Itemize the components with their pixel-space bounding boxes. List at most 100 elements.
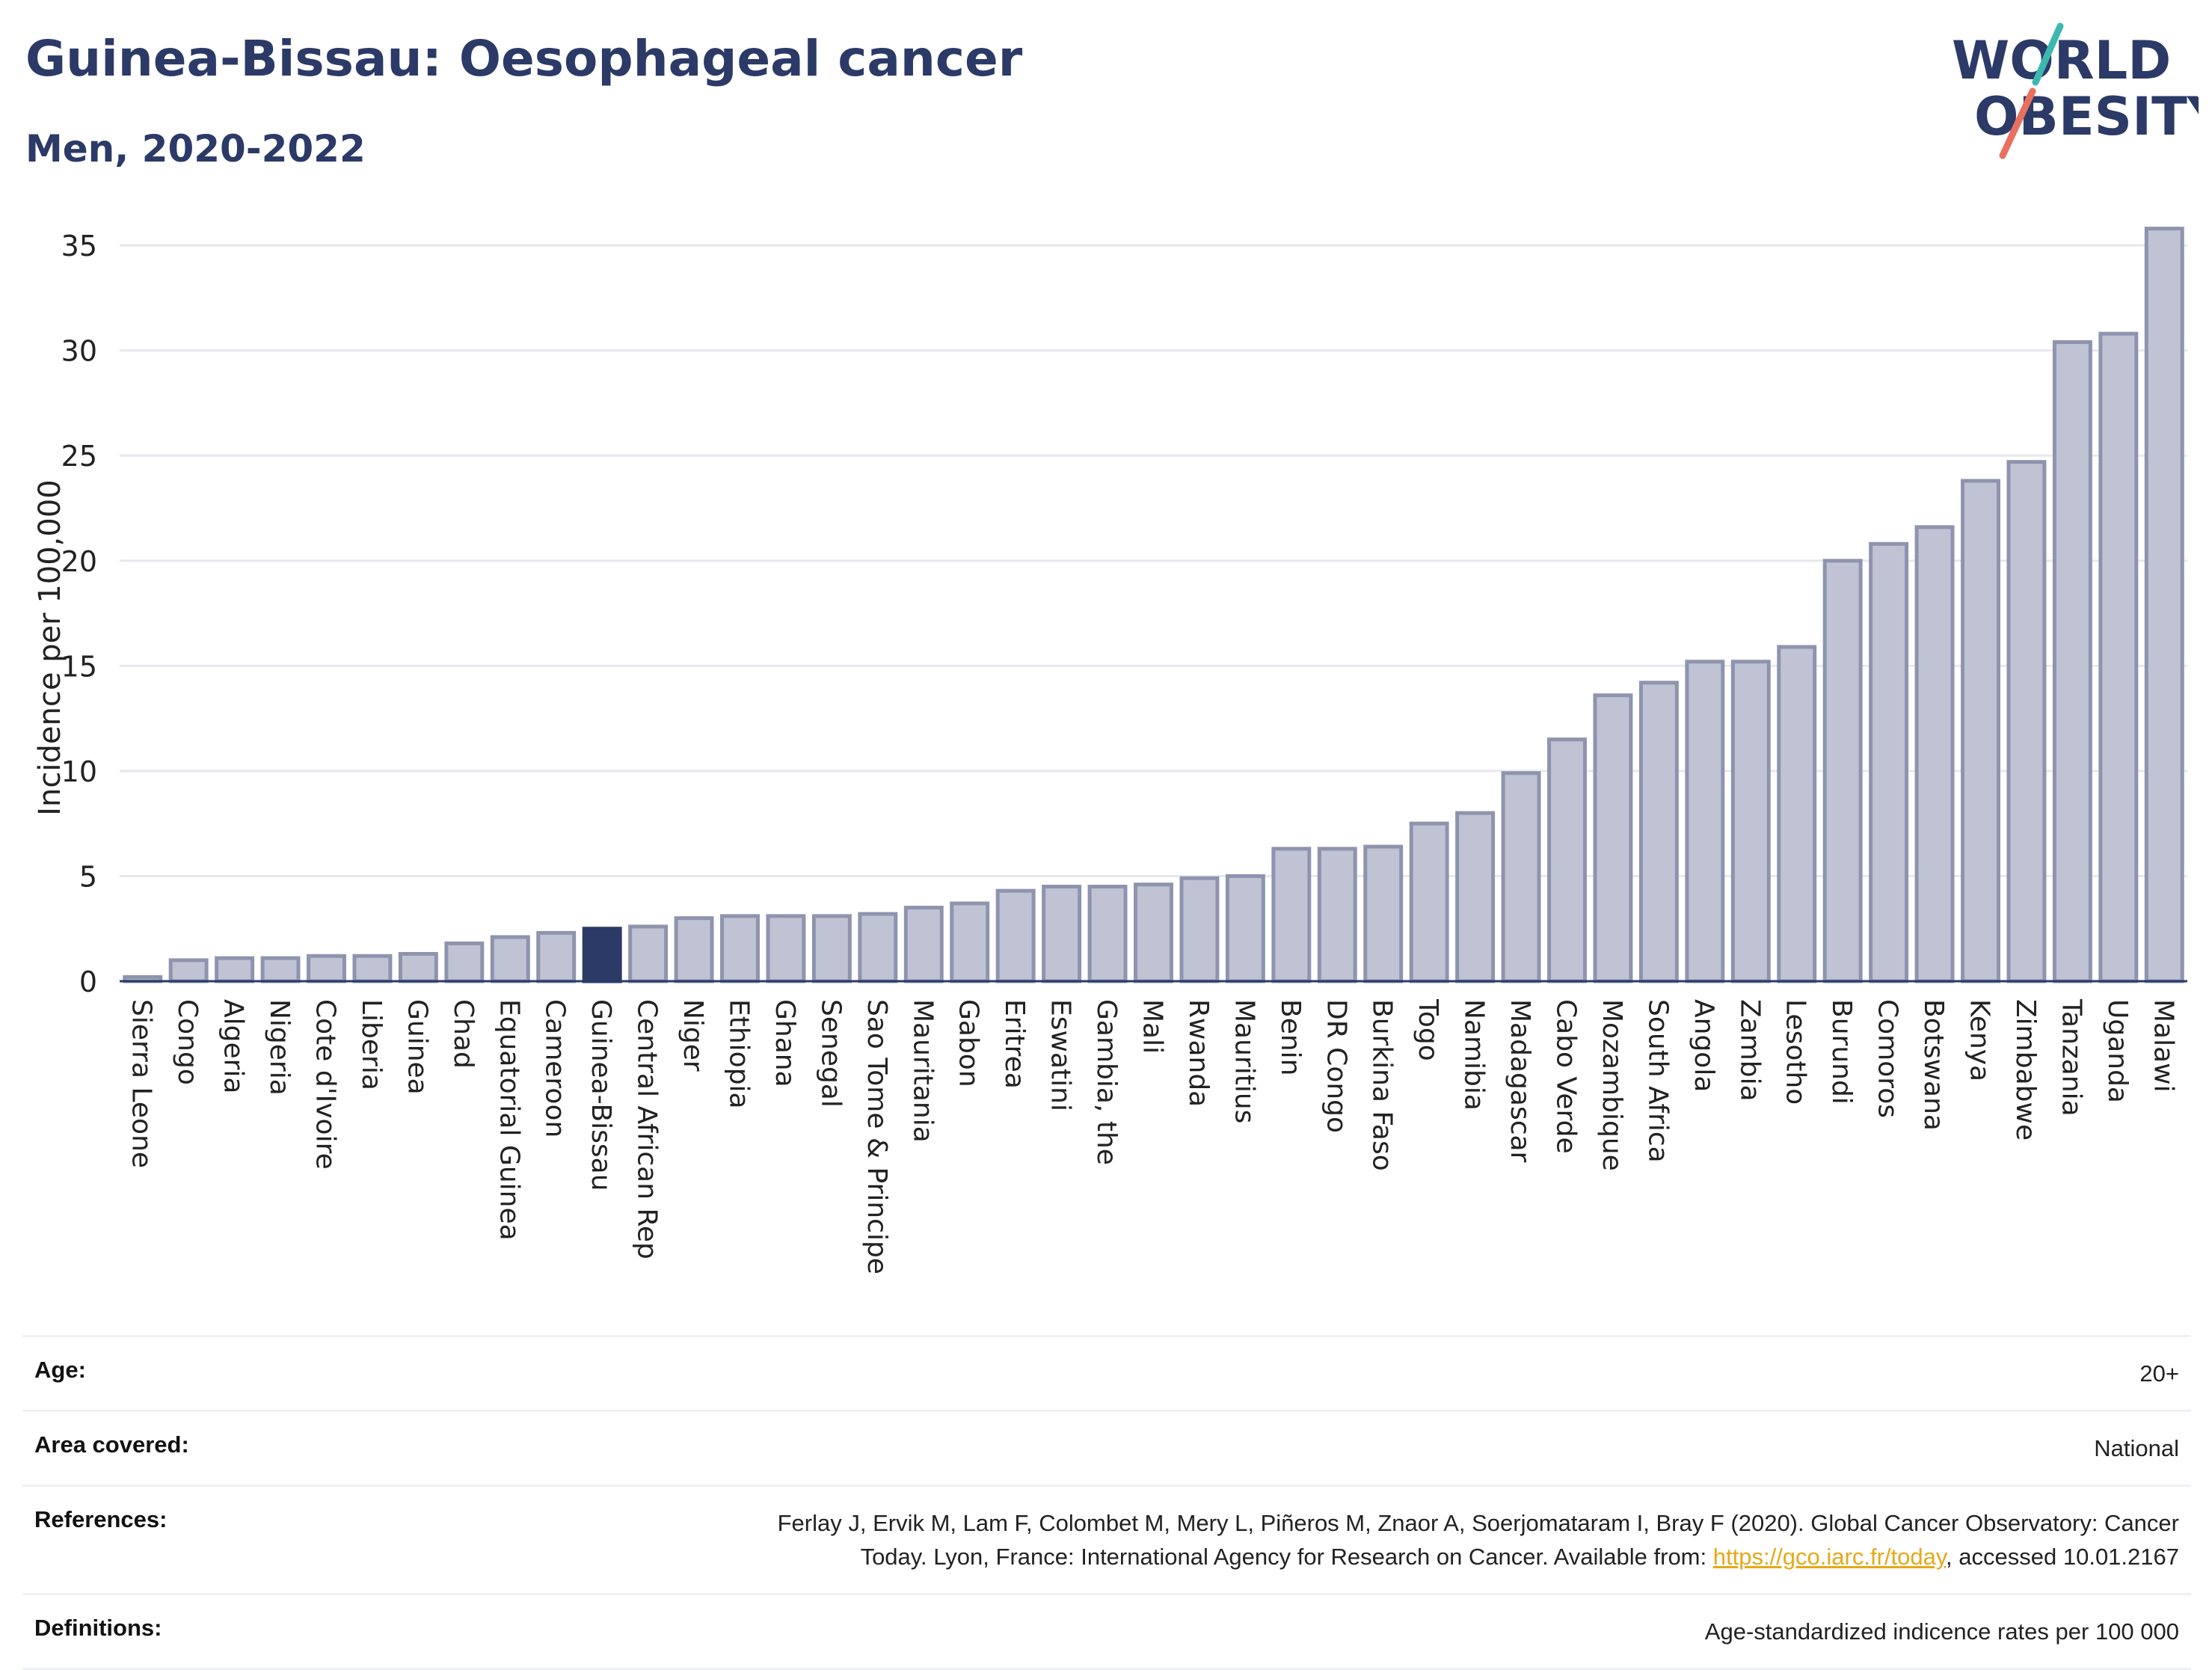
chart-title: Guinea-Bissau: Oesophageal cancer [25, 30, 1023, 88]
x-tick-label: Angola [1689, 999, 1719, 1092]
bar-sao-tome-principe [858, 912, 898, 983]
bar-cote-d-ivoire [307, 954, 346, 983]
bar-eswatini [1042, 885, 1082, 983]
x-tick-label: Zambia [1734, 999, 1765, 1102]
bar-congo [168, 958, 209, 983]
y-tick-label: 0 [79, 966, 97, 998]
bar-chad [444, 941, 485, 983]
bar-tanzania [2052, 340, 2092, 983]
bar-cameroon [536, 930, 577, 983]
x-tick-label: Central African Rep [632, 999, 663, 1259]
bar-liberia [352, 954, 393, 983]
bar-mauritius [1225, 874, 1265, 983]
references-link[interactable]: https://gco.iarc.fr/today [1712, 1544, 1947, 1570]
chart-subtitle: Men, 2020-2022 [25, 127, 366, 171]
bar-lesotho [1777, 645, 1817, 983]
bar-benin [1271, 847, 1312, 983]
x-tick-label: Niger [678, 999, 708, 1072]
x-tick-label: Liberia [356, 999, 387, 1090]
bar-namibia [1455, 811, 1496, 983]
x-tick-label: Senegal [815, 999, 846, 1108]
bar-eritrea [995, 888, 1036, 983]
bar-ethiopia [720, 914, 760, 983]
bar-cabo-verde [1547, 737, 1587, 983]
references-line1: Ferlay J, Ervik M, Lam F, Colombet M, Me… [777, 1510, 2179, 1536]
x-tick-label: Equatorial Guinea [494, 999, 524, 1241]
x-tick-label: Uganda [2102, 999, 2133, 1103]
bar-gabon [950, 901, 990, 983]
x-tick-label: Namibia [1459, 999, 1490, 1111]
x-tick-label: Gabon [953, 999, 984, 1087]
x-tick-label: Benin [1275, 999, 1306, 1075]
x-tick-label: Burundi [1826, 999, 1857, 1105]
y-axis-label: Incidence per 100,000 [33, 479, 67, 816]
x-tick-label: Lesotho [1781, 999, 1811, 1105]
logo-text-world: WORLD [1952, 30, 2171, 91]
bar-mozambique [1593, 693, 1633, 983]
bar-burkina-faso [1363, 844, 1404, 983]
logo-slash-teal [2032, 22, 2064, 86]
bar-togo [1409, 821, 1449, 983]
x-tick-label: Mozambique [1597, 999, 1627, 1171]
metadata-table: Age: 20+ Area covered: National Referenc… [22, 1335, 2191, 1670]
x-tick-label: Kenya [1964, 999, 1995, 1081]
x-tick-label: Nigeria [264, 999, 295, 1096]
definitions-value: Age-standardized indicence rates per 100… [1704, 1618, 2179, 1645]
age-label: Age: [34, 1357, 86, 1383]
meta-row-age: Age: 20+ [22, 1335, 2191, 1410]
y-tick-label: 5 [79, 860, 97, 893]
x-tick-label: Mauritania [907, 999, 938, 1143]
x-tick-label: Comoros [1872, 999, 1903, 1118]
area-value: National [2094, 1435, 2179, 1461]
x-tick-label: Burkina Faso [1367, 999, 1398, 1171]
x-tick-label: Rwanda [1183, 999, 1214, 1107]
x-tick-label: Eritrea [999, 999, 1030, 1089]
x-tick-label: Cote d'Ivoire [310, 999, 341, 1170]
x-tick-label: Guinea [402, 999, 432, 1095]
bar-south-africa [1638, 681, 1679, 983]
bar-niger [674, 916, 714, 983]
x-tick-label: Congo [172, 999, 203, 1085]
y-tick-label: 30 [61, 335, 97, 368]
bar-malawi [2144, 227, 2184, 983]
bar-comoros [1869, 541, 1909, 983]
bar-equatorial-guinea [490, 935, 530, 983]
bar-rwanda [1179, 876, 1220, 983]
logo-slash-coral [1999, 88, 2036, 159]
references-value: Ferlay J, Ervik M, Lam F, Colombet M, Me… [778, 1506, 2179, 1574]
x-tick-label: Ethiopia [724, 999, 755, 1109]
bar-mauritania [903, 906, 944, 983]
x-tick-label: Guinea-Bissau [586, 999, 616, 1191]
bar-chart: 0 5 10 15 20 25 30 35 Sierra Leone Congo Algeria N… [33, 227, 2187, 1274]
x-tick-label: Togo [1413, 998, 1443, 1061]
y-tick-label: 15 [61, 650, 97, 683]
x-tick-label: Madagascar [1505, 999, 1535, 1163]
bar-zimbabwe [2006, 460, 2047, 983]
world-obesity-logo: WORLD OBESITY [1952, 22, 2199, 159]
x-tick-label: Mali [1137, 999, 1168, 1054]
x-tick-label: Cameroon [540, 999, 571, 1138]
y-tick-label: 20 [61, 545, 97, 578]
y-tick-label: 10 [61, 755, 97, 788]
bar-algeria [215, 956, 255, 983]
age-value: 20+ [2139, 1360, 2179, 1387]
definitions-label: Definitions: [34, 1615, 162, 1641]
x-tick-label: Sao Tome & Principe [861, 999, 892, 1274]
bar-gambia-the [1087, 885, 1128, 983]
y-tick-label: 25 [61, 440, 97, 473]
references-label: References: [34, 1506, 168, 1532]
bar-madagascar [1501, 771, 1541, 983]
bar-dr-congo [1317, 847, 1357, 983]
x-tick-label: Botswana [1918, 999, 1949, 1131]
meta-row-definitions: Definitions: Age-standardized indicence … [22, 1593, 2191, 1670]
x-tick-label: Mauritius [1229, 999, 1259, 1123]
x-tick-label: Cabo Verde [1551, 999, 1582, 1154]
bar-mali [1134, 882, 1173, 983]
bar-central-african-rep [628, 924, 669, 983]
bar-zambia [1730, 660, 1771, 983]
bar-kenya [1961, 479, 2000, 983]
bar-senegal [811, 914, 852, 983]
y-axis-ticks: 0 5 10 15 20 25 30 35 [61, 230, 97, 998]
x-axis-labels: Sierra Leone Congo Algeria Nigeria Cote d'Iv… [126, 998, 2179, 1274]
bar-angola [1685, 660, 1725, 983]
